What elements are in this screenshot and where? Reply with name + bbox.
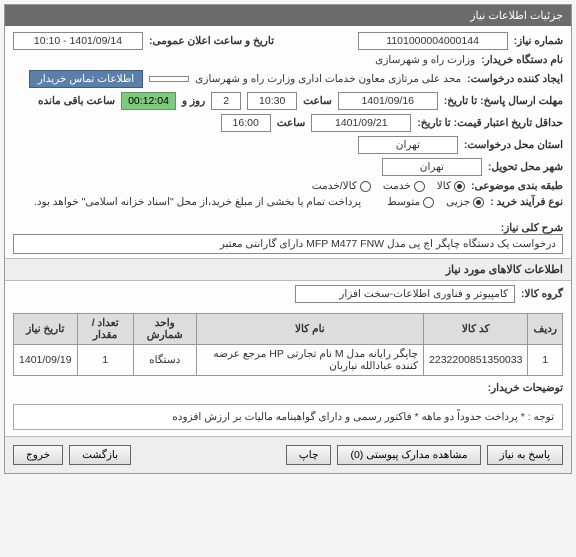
th-index: ردیف [528,314,563,345]
th-code: کد کالا [424,314,528,345]
details-panel: جزئیات اطلاعات نیاز شماره نیاز: 11010000… [4,4,572,474]
deadline-label: حداقل تاریخ اعتبار قیمت: تا تاریخ: [417,117,563,129]
group-label: گروه کالا: [521,288,563,300]
goods-section-title: اطلاعات کالاهای مورد نیاز [5,258,571,281]
category-label: طبقه بندی موضوعی: [471,180,563,192]
radio-goods[interactable]: کالا [437,180,465,192]
td-index: 1 [528,345,563,376]
radio-small[interactable]: جزیی [446,196,484,208]
deliver-city-label: شهر محل تحویل: [488,161,563,173]
pub-datetime-value: 1401/09/14 - 10:10 [13,32,143,50]
quote-time-label: ساعت [277,117,306,129]
radio-service[interactable]: خدمت [383,180,425,192]
buyer-note: توجه : * پرداخت حدوداً دو ماهه * فاکتور … [13,404,563,430]
process-radios: جزیی متوسط [387,196,484,208]
attachments-button[interactable]: مشاهده مدارک پیوستی (0) [337,445,480,465]
need-no-label: شماره نیاز: [514,35,563,47]
radio-mid-label: متوسط [387,196,420,208]
exit-button[interactable]: خروج [13,445,63,465]
radio-dot-icon [473,197,484,208]
radio-dot-icon [360,181,371,192]
creator-value: محد علی مرتازی معاون خدمات اداری وزارت ر… [195,73,461,85]
remain-time-badge: 00:12:04 [121,92,176,110]
reply-deadline-label: مهلت ارسال پاسخ: تا تاریخ: [444,95,563,107]
th-date: تاریخ نیاز [14,314,78,345]
radio-dot-icon [414,181,425,192]
table-row: 1 2232200851350033 چاپگر رایانه مدل M نا… [14,345,563,376]
radio-small-label: جزیی [446,196,470,208]
group-value: کامپیوتر و فناوری اطلاعات-سخت افزار [295,285,515,303]
info-grid: شماره نیاز: 1101000004000144 تاریخ و ساع… [5,26,571,218]
print-button[interactable]: چاپ [286,445,332,465]
req-city-value: تهران [358,136,458,154]
reply-button[interactable]: پاسخ به نیاز [487,445,563,465]
req-city-label: استان محل درخواست: [464,139,563,151]
days-label: روز و [182,95,205,107]
reply-time-value: 10:30 [247,92,297,110]
buyer-value: وزارت راه و شهرسازی [375,54,475,66]
buyer-label: نام دستگاه خریدار: [481,54,563,66]
th-unit: واحد شمارش [133,314,196,345]
table-header-row: ردیف کد کالا نام کالا واحد شمارش تعداد /… [14,314,563,345]
pay-note: پرداخت تمام یا بخشی از مبلغ خرید،از محل … [34,196,361,208]
process-label: نوع فرآیند خرید : [490,196,563,208]
pub-datetime-label: تاریخ و ساعت اعلان عمومی: [149,35,274,47]
desc-value: درخواست یک دستگاه چاپگر اچ پی مدل MFP M4… [13,234,563,254]
creator-label: ایجاد کننده درخواست: [467,73,563,85]
contact-button[interactable]: اطلاعات تماس خریدار [29,70,143,88]
category-radios: کالا خدمت کالا/خدمت [312,180,465,192]
radio-mid[interactable]: متوسط [387,196,434,208]
td-code: 2232200851350033 [424,345,528,376]
creator-extra-box [149,76,189,82]
radio-dot-icon [423,197,434,208]
th-name: نام کالا [196,314,423,345]
td-qty: 1 [77,345,133,376]
radio-both[interactable]: کالا/خدمت [312,180,371,192]
need-no-value: 1101000004000144 [358,32,508,50]
days-value: 2 [211,92,241,110]
deliver-city-value: تهران [382,158,482,176]
radio-service-label: خدمت [383,180,411,192]
td-name: چاپگر رایانه مدل M نام تجارتی HP مرجع عر… [196,345,423,376]
radio-goods-label: کالا [437,180,451,192]
quote-date-value: 1401/09/21 [311,114,411,132]
back-button[interactable]: بازگشت [69,445,131,465]
remain-label: ساعت باقی مانده [38,95,115,107]
td-date: 1401/09/19 [14,345,78,376]
quote-time-value: 16:00 [221,114,271,132]
radio-both-label: کالا/خدمت [312,180,357,192]
desc-label: شرح کلی نیاز: [501,222,563,234]
goods-table: ردیف کد کالا نام کالا واحد شمارش تعداد /… [13,313,563,376]
reply-date-value: 1401/09/16 [338,92,438,110]
reply-time-label: ساعت [303,95,332,107]
footer-buttons: پاسخ به نیاز مشاهده مدارک پیوستی (0) چاپ… [5,436,571,473]
radio-dot-icon [454,181,465,192]
th-qty: تعداد / مقدار [77,314,133,345]
buyer-note-label: توضیحات خریدار: [488,382,563,394]
panel-title: جزئیات اطلاعات نیاز [5,5,571,26]
td-unit: دستگاه [133,345,196,376]
